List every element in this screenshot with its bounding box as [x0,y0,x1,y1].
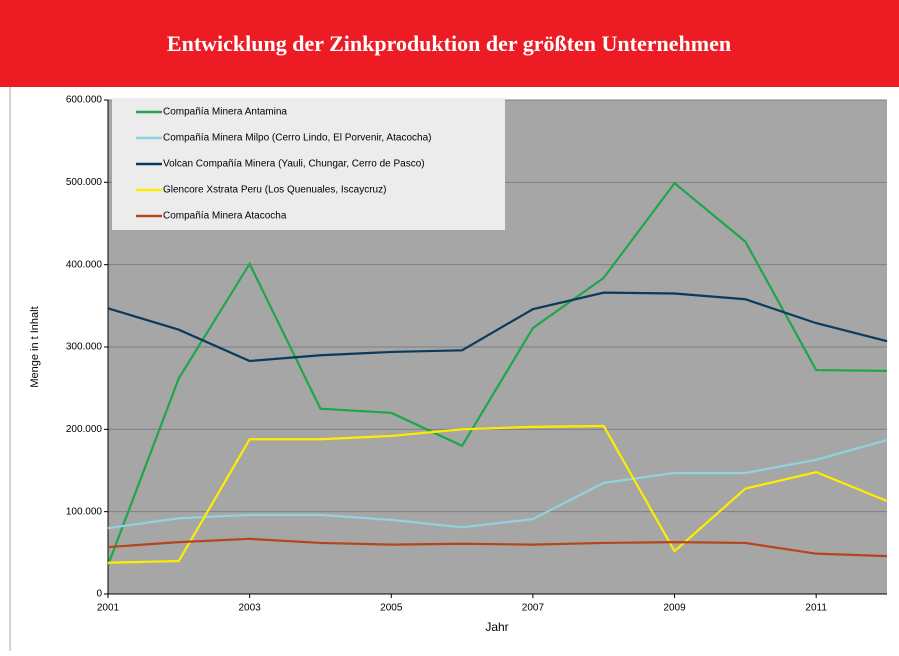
y-tick-label: 100.000 [66,506,103,517]
series-line [106,181,888,566]
x-tick-label: 2001 [97,603,120,614]
legend-label: Compañía Minera Milpo (Cerro Lindo, El P… [163,133,431,144]
x-tick-label: 2009 [663,603,686,614]
y-tick-label: 500.000 [66,177,103,188]
legend-label: Compañía Minera Antamina [163,107,287,118]
x-axis-title: Jahr [485,620,508,634]
legend-label: Compañía Minera Atacocha [163,211,287,222]
legend-label: Glencore Xstrata Peru (Los Quenuales, Is… [163,185,386,196]
legend-label: Volcan Compañía Minera (Yauli, Chungar, … [163,159,425,170]
chart-title: Entwicklung der Zinkproduktion der größt… [167,31,731,56]
series-line [107,438,888,530]
y-tick-label: 0 [96,589,102,600]
x-tick-label: 2007 [522,603,545,614]
y-tick-label: 300.000 [66,342,103,353]
series-line [107,291,888,363]
series-line [107,537,888,558]
x-tick-label: 2003 [239,603,262,614]
series-line [107,424,888,564]
y-axis-title: Menge in t Inhalt [29,306,41,387]
y-tick-label: 600.000 [66,95,103,106]
banner [0,0,899,87]
y-tick-label: 400.000 [66,259,103,270]
y-tick-label: 200.000 [66,424,103,435]
x-tick-label: 2011 [805,603,827,614]
x-tick-label: 2005 [380,603,403,614]
legend-box [112,98,505,230]
